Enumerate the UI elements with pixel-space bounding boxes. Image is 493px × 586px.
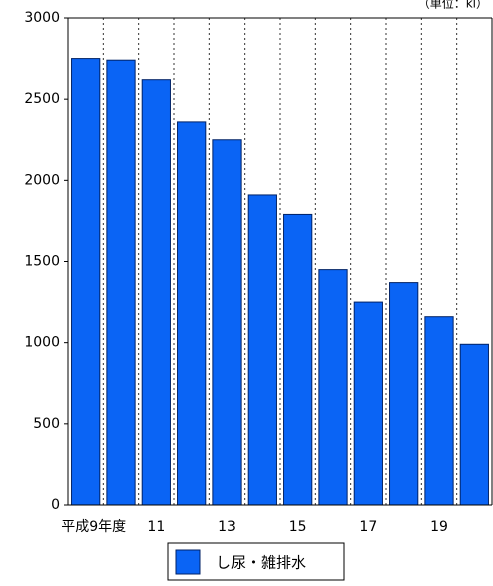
bar [212, 139, 242, 506]
y-tick-label: 3000 [24, 10, 60, 26]
bar [71, 58, 101, 506]
legend-swatch [175, 549, 201, 575]
bar [141, 79, 171, 506]
x-tick-label: 平成9年度 [61, 519, 126, 535]
bar [353, 301, 383, 506]
bar [177, 121, 207, 506]
bar [106, 59, 136, 506]
y-tick-label: 0 [51, 497, 60, 513]
bar [247, 194, 277, 506]
legend-label: し尿・雑排水 [216, 554, 306, 572]
y-tick-label: 500 [33, 416, 60, 432]
y-tick-label: 1500 [24, 254, 60, 270]
x-tick-label: 13 [218, 519, 236, 535]
bar [283, 213, 313, 506]
bar [389, 282, 419, 506]
x-tick-label: 17 [359, 519, 377, 535]
y-tick-label: 2500 [24, 91, 60, 107]
y-tick-label: 1000 [24, 335, 60, 351]
bar [459, 343, 489, 506]
unit-annotation: （単位：kl） [418, 0, 488, 11]
bar [318, 269, 348, 506]
x-tick-label: 19 [430, 519, 448, 535]
y-tick-label: 2000 [24, 172, 60, 188]
x-tick-label: 11 [147, 519, 165, 535]
bar [424, 316, 454, 506]
x-tick-label: 15 [289, 519, 307, 535]
